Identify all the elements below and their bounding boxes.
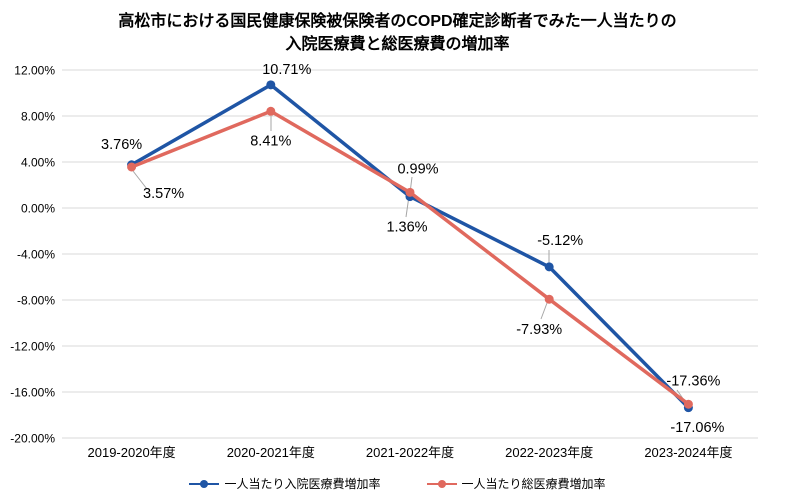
data-label: -7.93% (516, 322, 562, 338)
series-line-1 (129, 109, 691, 406)
legend-line-marker-icon (426, 479, 457, 488)
data-point (405, 187, 415, 197)
x-tick-label: 2020-2021年度 (227, 445, 315, 460)
y-tick-label: -20.00% (10, 432, 55, 446)
x-tick-label: 2019-2020年度 (88, 445, 176, 460)
y-tick-label: 4.00% (21, 156, 55, 170)
data-label: 1.36% (386, 219, 427, 235)
data-label: -17.06% (670, 420, 724, 436)
leader-line (540, 302, 548, 320)
legend-item-0: 一人当たり入院医療費増加率 (189, 475, 381, 492)
x-tick-label: 2023-2024年度 (644, 445, 732, 460)
y-tick-label: -16.00% (10, 386, 55, 400)
y-tick-label: 0.00% (21, 202, 55, 216)
legend-line-marker-icon (189, 479, 220, 488)
x-tick-label: 2021-2022年度 (366, 445, 454, 460)
data-point (127, 162, 137, 172)
data-point (683, 399, 693, 409)
chart-title-line2: 入院医療費と総医療費の増加率 (285, 36, 510, 54)
y-tick-label: -8.00% (17, 294, 55, 308)
data-label: -5.12% (537, 233, 583, 249)
y-tick-label: -4.00% (17, 248, 55, 262)
data-label: 0.99% (397, 162, 438, 178)
data-label: 3.57% (143, 186, 184, 202)
data-label: -17.36% (666, 374, 720, 390)
data-point (266, 80, 276, 90)
chart-title-line1: 高松市における国民健康保険被保険者のCOPD確定診断者でみた一人当たりの (118, 13, 677, 30)
data-point (266, 106, 276, 116)
data-point (544, 294, 554, 304)
legend-label: 一人当たり入院医療費増加率 (224, 477, 381, 491)
chart-title: 高松市における国民健康保険被保険者のCOPD確定診断者でみた一人当たりの 入院医… (0, 10, 795, 56)
data-label: 10.71% (262, 62, 311, 78)
y-tick-label: 12.00% (14, 64, 55, 78)
legend: 一人当たり入院医療費増加率 一人当たり総医療費増加率 (0, 475, 795, 492)
leader-line (132, 170, 148, 190)
data-label: 8.41% (250, 133, 291, 149)
x-tick-label: 2022-2023年度 (505, 445, 593, 460)
y-tick-label: 8.00% (21, 110, 55, 124)
legend-item-1: 一人当たり総医療費増加率 (426, 475, 606, 492)
legend-label: 一人当たり総医療費増加率 (461, 477, 606, 491)
data-label: 3.76% (101, 137, 142, 153)
data-point (544, 262, 554, 272)
y-tick-label: -12.00% (10, 340, 55, 354)
